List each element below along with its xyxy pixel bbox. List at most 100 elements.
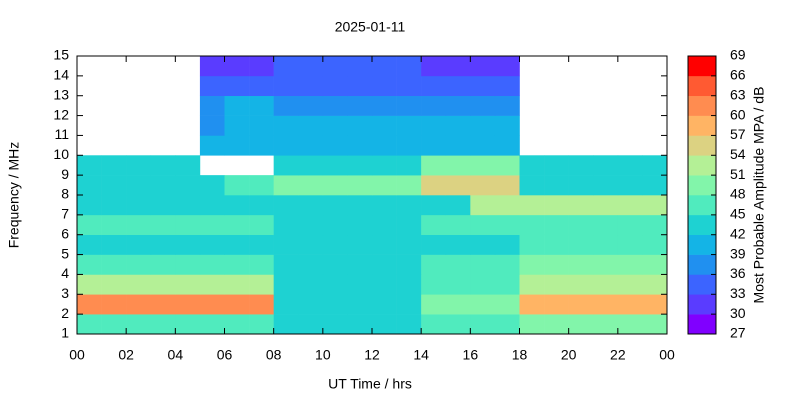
y-tick-label: 5 xyxy=(61,245,69,261)
colorbar-segment xyxy=(688,214,716,236)
y-tick-label: 3 xyxy=(61,285,69,301)
heat-cell xyxy=(126,234,152,255)
y-tick-label: 9 xyxy=(61,166,69,182)
heat-cell xyxy=(199,254,225,275)
heat-cell xyxy=(322,155,348,176)
colorbar-tick-label: 63 xyxy=(730,86,746,102)
y-tick-label: 12 xyxy=(53,106,69,122)
heat-cell xyxy=(126,274,152,295)
heat-cell xyxy=(470,135,496,156)
heat-cell xyxy=(175,175,201,196)
heat-cell xyxy=(494,195,520,216)
heat-cell xyxy=(372,135,397,156)
colorbar-label: Most Probable Amplitude MPA / dB xyxy=(751,87,767,304)
heat-cell xyxy=(617,234,643,255)
heat-cell xyxy=(322,135,348,156)
heat-cell xyxy=(273,95,299,116)
colorbar-tick-label: 60 xyxy=(730,106,746,122)
heat-cell xyxy=(544,254,569,275)
heat-cell xyxy=(494,175,520,196)
heat-cell xyxy=(396,214,422,236)
heat-cell xyxy=(224,75,250,97)
heat-cell xyxy=(494,274,520,295)
heat-cell xyxy=(322,314,348,335)
heat-cell xyxy=(519,195,545,216)
heat-cell xyxy=(249,75,274,97)
heat-cell xyxy=(347,75,373,97)
y-tick-label: 13 xyxy=(53,86,69,102)
heat-cell xyxy=(372,234,397,255)
x-tick-label: 00 xyxy=(659,347,675,363)
heat-cell xyxy=(77,234,102,255)
heat-cell xyxy=(298,115,324,136)
heat-cell xyxy=(568,155,594,176)
heat-cell xyxy=(322,234,348,255)
y-tick-label: 15 xyxy=(53,47,69,63)
heat-cell xyxy=(273,274,299,295)
heat-cell xyxy=(249,115,274,136)
heat-cell xyxy=(617,294,643,315)
y-tick-label: 6 xyxy=(61,225,69,241)
heat-cell xyxy=(175,274,201,295)
heat-cell xyxy=(568,234,594,255)
heat-cell xyxy=(273,294,299,315)
x-tick-label: 02 xyxy=(118,347,134,363)
heat-cell xyxy=(77,214,102,236)
heat-cell xyxy=(470,234,496,255)
heat-cell xyxy=(101,214,127,236)
heat-cell xyxy=(544,175,569,196)
heat-cell xyxy=(445,175,471,196)
y-tick-label: 10 xyxy=(53,146,69,162)
heat-cell xyxy=(101,175,127,196)
heat-cell xyxy=(642,175,668,196)
heat-cell xyxy=(470,155,496,176)
colorbar-segment xyxy=(688,95,716,116)
heat-cell xyxy=(224,254,250,275)
heat-cell xyxy=(224,294,250,315)
y-tick-label: 11 xyxy=(54,126,69,142)
heat-cell xyxy=(519,155,545,176)
heat-cell xyxy=(544,314,569,335)
heat-cell xyxy=(298,214,324,236)
heat-cell xyxy=(199,195,225,216)
heat-cell xyxy=(77,195,102,216)
heat-cell xyxy=(642,254,668,275)
heat-cell xyxy=(617,155,643,176)
chart-title: 2025-01-11 xyxy=(335,19,406,35)
heat-cell xyxy=(322,294,348,315)
heat-cell xyxy=(77,155,102,176)
heat-cell xyxy=(77,254,102,275)
heat-cell xyxy=(470,175,496,196)
heat-cell xyxy=(150,234,176,255)
heat-cell xyxy=(347,274,373,295)
heat-cell xyxy=(494,314,520,335)
heat-cell xyxy=(593,214,619,236)
heat-cell xyxy=(470,214,496,236)
heat-cell xyxy=(322,195,348,216)
heat-cell xyxy=(101,294,127,315)
x-tick-label: 06 xyxy=(217,347,233,363)
heat-cell xyxy=(175,234,201,255)
heat-cell xyxy=(322,175,348,196)
heat-cell xyxy=(494,294,520,315)
heat-cell xyxy=(199,274,225,295)
heat-cell xyxy=(519,314,545,335)
heat-cell xyxy=(544,214,569,236)
heat-cell xyxy=(544,195,569,216)
heat-cell xyxy=(396,56,422,77)
heat-cell xyxy=(126,195,152,216)
heat-cell xyxy=(224,175,250,196)
heat-cell xyxy=(445,115,471,136)
heat-cell xyxy=(372,214,397,236)
heat-cell xyxy=(396,75,422,97)
heat-cell xyxy=(126,294,152,315)
x-tick-label: 18 xyxy=(512,347,528,363)
heat-cell xyxy=(273,56,299,77)
heat-cell xyxy=(298,155,324,176)
colorbar-segment xyxy=(688,314,716,335)
heat-cell xyxy=(322,75,348,97)
colorbar-tick-label: 39 xyxy=(730,245,746,261)
heat-cell xyxy=(175,214,201,236)
heat-cell xyxy=(396,274,422,295)
